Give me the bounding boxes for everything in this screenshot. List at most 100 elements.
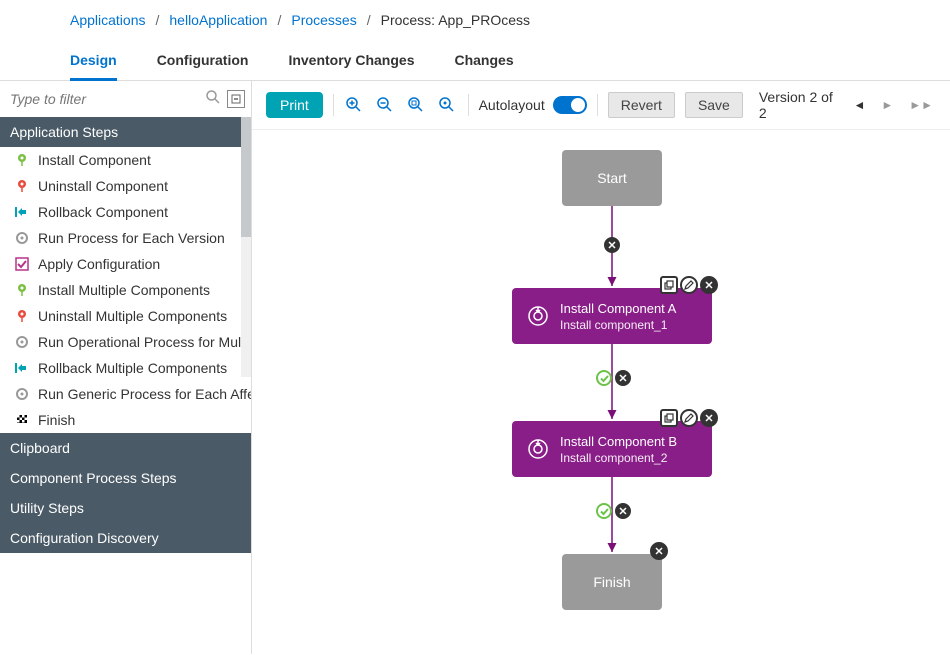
node-delete-icon[interactable]: [700, 409, 718, 427]
breadcrumb-separator: /: [367, 12, 371, 28]
version-next-icon[interactable]: ►: [878, 98, 896, 112]
flag-icon: [14, 412, 30, 428]
node-finish[interactable]: Finish: [562, 554, 662, 610]
autolayout-toggle[interactable]: [553, 96, 587, 114]
breadcrumb-separator: /: [156, 12, 160, 28]
palette-step-label: Uninstall Multiple Components: [38, 308, 227, 324]
version-prev-icon[interactable]: ◄: [850, 98, 868, 112]
palette-step-item[interactable]: Uninstall Multiple Components: [0, 303, 251, 329]
pin-green-icon: [14, 282, 30, 298]
pin-red-icon: [14, 308, 30, 324]
canvas[interactable]: Start Install Component A Install componen…: [252, 130, 950, 654]
edge-condition-markers[interactable]: [604, 237, 620, 253]
node-edit-icon[interactable]: [680, 409, 698, 427]
palette-step-label: Run Process for Each Version: [38, 230, 225, 246]
node-start[interactable]: Start: [562, 150, 662, 206]
node-subtitle: Install component_2: [560, 451, 677, 465]
tab-inventory-changes[interactable]: Inventory Changes: [288, 44, 414, 80]
node-title: Install Component B: [560, 434, 677, 449]
filter-input[interactable]: [10, 87, 199, 111]
node-edit-icon[interactable]: [680, 276, 698, 294]
print-button[interactable]: Print: [266, 92, 323, 118]
sidebar-scroll-thumb[interactable]: [241, 117, 251, 237]
palette-step-label: Uninstall Component: [38, 178, 168, 194]
palette-step-item[interactable]: Run Generic Process for Each Affe: [0, 381, 251, 407]
palette-step-label: Rollback Component: [38, 204, 168, 220]
node-delete-icon[interactable]: [650, 542, 668, 560]
palette-step-item[interactable]: Run Process for Each Version: [0, 225, 251, 251]
sidebar-section-header[interactable]: Component Process Steps: [0, 463, 251, 493]
node-step[interactable]: Install Component B Install component_2: [512, 421, 712, 477]
toolbar-separator: [468, 94, 469, 116]
search-icon[interactable]: [205, 89, 221, 110]
edge-delete-icon[interactable]: [615, 370, 631, 386]
palette-step-item[interactable]: Apply Configuration: [0, 251, 251, 277]
pin-red-icon: [14, 178, 30, 194]
palette-step-item[interactable]: Install Multiple Components: [0, 277, 251, 303]
node-actions: [660, 276, 718, 294]
save-button[interactable]: Save: [685, 92, 743, 118]
palette-step-item[interactable]: Uninstall Component: [0, 173, 251, 199]
revert-button[interactable]: Revert: [608, 92, 675, 118]
sidebar-section-header[interactable]: Clipboard: [0, 433, 251, 463]
toolbar: Print Autolayout Revert Save Version 2 o…: [252, 81, 950, 130]
edge-delete-icon[interactable]: [615, 503, 631, 519]
edge-success-icon[interactable]: [596, 503, 612, 519]
palette-step-item[interactable]: Install Component: [0, 147, 251, 173]
rollback-icon: [14, 204, 30, 220]
edge-success-icon[interactable]: [596, 370, 612, 386]
breadcrumb-link-app[interactable]: helloApplication: [169, 12, 267, 28]
install-target-icon: [526, 437, 550, 461]
version-text: Version 2 of 2: [759, 89, 841, 121]
palette-step-label: Run Generic Process for Each Affe: [38, 386, 251, 402]
palette-step-label: Rollback Multiple Components: [38, 360, 227, 376]
install-target-icon: [526, 304, 550, 328]
palette-step-item[interactable]: Rollback Multiple Components: [0, 355, 251, 381]
sidebar-section-header[interactable]: Application Steps: [0, 117, 251, 147]
palette-step-item[interactable]: Finish: [0, 407, 251, 433]
autolayout-label: Autolayout: [479, 97, 545, 113]
toolbar-separator: [333, 94, 334, 116]
palette-step-label: Install Component: [38, 152, 151, 168]
check-icon: [14, 256, 30, 272]
version-last-icon[interactable]: ►►: [906, 98, 936, 112]
node-label: Start: [597, 170, 627, 186]
tab-changes[interactable]: Changes: [454, 44, 513, 80]
palette-step-label: Run Operational Process for Multi: [38, 334, 248, 350]
zoom-in-icon[interactable]: [344, 94, 365, 116]
sidebar-section-header[interactable]: Configuration Discovery: [0, 523, 251, 553]
rollback-icon: [14, 360, 30, 376]
node-copy-icon[interactable]: [660, 276, 678, 294]
node-actions: [650, 542, 668, 560]
zoom-fit-icon[interactable]: [406, 94, 427, 116]
palette-step-item[interactable]: Run Operational Process for Multi: [0, 329, 251, 355]
pin-green-icon: [14, 152, 30, 168]
node-label: Finish: [593, 574, 630, 590]
node-actions: [660, 409, 718, 427]
sidebar: Application Steps Install Component Uninst…: [0, 81, 252, 654]
sidebar-section-header[interactable]: Utility Steps: [0, 493, 251, 523]
tab-design[interactable]: Design: [70, 44, 117, 81]
breadcrumb-link-processes[interactable]: Processes: [291, 12, 356, 28]
breadcrumb-link-applications[interactable]: Applications: [70, 12, 146, 28]
toolbar-separator: [597, 94, 598, 116]
edge-delete-icon[interactable]: [604, 237, 620, 253]
palette-step-item[interactable]: Rollback Component: [0, 199, 251, 225]
breadcrumb: Applications / helloApplication / Proces…: [0, 0, 950, 34]
zoom-reset-icon[interactable]: [437, 94, 458, 116]
canvas-area: Print Autolayout Revert Save Version 2 o…: [252, 81, 950, 654]
tab-configuration[interactable]: Configuration: [157, 44, 249, 80]
node-delete-icon[interactable]: [700, 276, 718, 294]
breadcrumb-separator: /: [277, 12, 281, 28]
node-step[interactable]: Install Component A Install component_1: [512, 288, 712, 344]
node-copy-icon[interactable]: [660, 409, 678, 427]
zoom-out-icon[interactable]: [375, 94, 396, 116]
node-title: Install Component A: [560, 301, 676, 316]
collapse-sidebar-icon[interactable]: [227, 90, 245, 108]
node-subtitle: Install component_1: [560, 318, 676, 332]
edge-condition-markers[interactable]: [596, 370, 631, 386]
edge-condition-markers[interactable]: [596, 503, 631, 519]
sidebar-scrollbar[interactable]: [241, 117, 251, 377]
palette-step-label: Finish: [38, 412, 75, 428]
palette-step-label: Apply Configuration: [38, 256, 160, 272]
